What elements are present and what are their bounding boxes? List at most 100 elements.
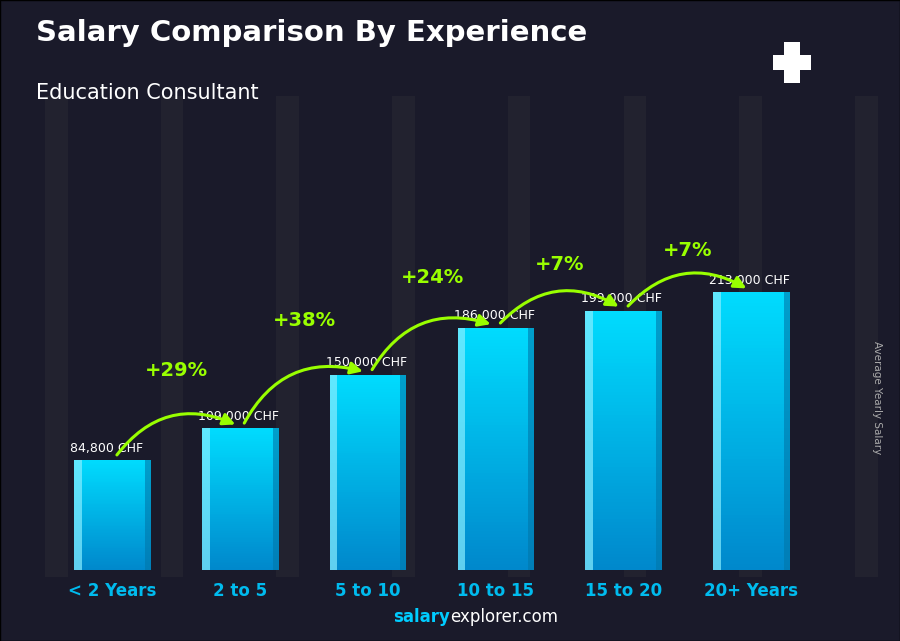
Bar	[713, 372, 789, 376]
Bar	[713, 508, 789, 512]
Bar	[202, 524, 279, 526]
Text: +24%: +24%	[400, 268, 464, 287]
Bar	[585, 554, 662, 558]
Bar	[457, 501, 535, 504]
Bar	[585, 548, 662, 551]
Bar	[202, 428, 210, 570]
Bar	[713, 466, 789, 470]
Bar	[75, 476, 151, 478]
Bar	[75, 501, 151, 503]
Bar	[329, 445, 407, 448]
Bar	[713, 483, 789, 487]
Bar	[713, 306, 789, 310]
Bar	[202, 437, 279, 439]
Bar	[713, 549, 789, 553]
Bar	[585, 564, 662, 567]
Bar	[202, 512, 279, 513]
Bar	[202, 560, 279, 562]
Bar	[75, 471, 151, 472]
Bar	[329, 482, 407, 485]
Bar	[585, 535, 662, 538]
Bar	[329, 426, 407, 428]
Bar	[329, 406, 407, 409]
Bar	[585, 437, 662, 440]
Bar	[75, 537, 151, 538]
Bar	[329, 470, 407, 472]
Bar	[202, 542, 279, 544]
Bar	[585, 379, 662, 382]
Bar	[75, 558, 151, 560]
Bar	[713, 338, 789, 341]
Bar	[202, 446, 279, 447]
Bar	[585, 356, 662, 360]
Bar	[585, 408, 662, 412]
Bar	[329, 414, 407, 416]
Bar	[329, 510, 407, 512]
Bar	[713, 313, 789, 317]
Bar	[713, 292, 789, 296]
Bar	[75, 495, 151, 497]
Bar	[457, 522, 535, 525]
Bar	[75, 500, 151, 501]
Bar	[202, 503, 279, 504]
Bar	[585, 495, 662, 499]
Bar	[75, 524, 151, 525]
Bar	[202, 551, 279, 553]
Bar	[585, 424, 662, 428]
Bar	[585, 385, 662, 388]
Bar	[585, 544, 662, 548]
Bar	[329, 382, 407, 385]
Bar	[75, 503, 151, 504]
Bar	[202, 428, 279, 430]
Bar	[585, 392, 662, 395]
Bar	[713, 365, 789, 369]
Bar	[713, 504, 789, 508]
Bar	[585, 418, 662, 421]
Bar	[75, 490, 151, 492]
Bar	[75, 493, 151, 494]
Text: explorer.com: explorer.com	[450, 608, 558, 626]
Bar	[329, 453, 407, 455]
Bar	[202, 479, 279, 481]
Bar	[457, 364, 535, 367]
Bar	[585, 366, 662, 369]
Bar	[329, 443, 407, 445]
Bar	[75, 547, 151, 548]
Bar	[713, 532, 789, 536]
Bar	[457, 513, 535, 516]
Bar	[713, 431, 789, 435]
Bar	[457, 328, 535, 331]
Bar	[713, 390, 789, 393]
Bar	[713, 327, 789, 331]
Bar	[713, 529, 789, 532]
Bar	[713, 393, 789, 397]
Bar	[329, 529, 407, 531]
Bar	[75, 512, 151, 513]
Bar	[75, 567, 151, 568]
Bar	[329, 492, 407, 495]
Bar	[75, 479, 151, 481]
Bar	[329, 549, 407, 551]
Bar	[202, 506, 279, 508]
Bar	[329, 458, 407, 460]
Bar	[713, 456, 789, 459]
Bar	[329, 451, 407, 453]
Bar	[585, 311, 662, 314]
Bar	[329, 468, 407, 470]
Bar	[329, 472, 407, 475]
Bar	[202, 465, 279, 467]
Bar	[202, 549, 279, 551]
Bar	[713, 567, 789, 570]
Bar	[75, 511, 151, 512]
Bar	[713, 320, 789, 324]
Bar	[202, 469, 279, 471]
Bar	[75, 468, 151, 469]
Bar	[75, 469, 151, 471]
Text: +29%: +29%	[145, 361, 208, 380]
Bar	[457, 425, 535, 428]
Bar	[329, 531, 407, 534]
Bar	[329, 519, 407, 522]
Bar	[329, 389, 407, 392]
Bar	[585, 538, 662, 541]
Bar	[75, 518, 151, 519]
